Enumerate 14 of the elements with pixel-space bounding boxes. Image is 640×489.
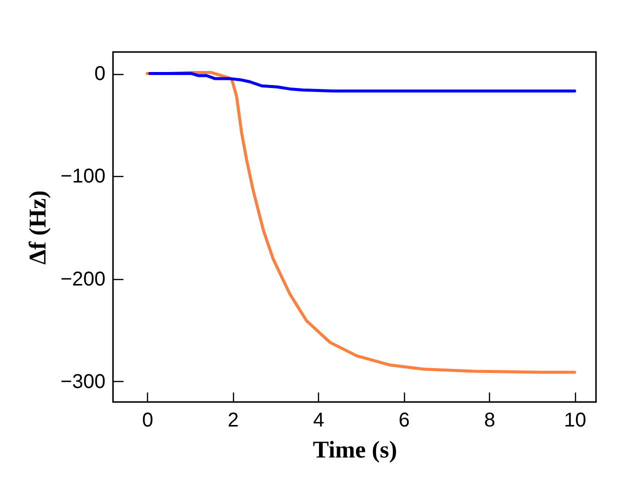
x-tick-label: 0: [142, 410, 154, 432]
x-tick-label: 6: [398, 410, 410, 432]
line-series: [146, 71, 576, 374]
y-axis-title: Δf (Hz): [25, 190, 52, 265]
x-tick-label: 2: [228, 410, 239, 432]
y-tick-label: 0: [94, 63, 106, 86]
x-tick-label: 4: [313, 410, 324, 432]
line-series: [148, 72, 576, 93]
x-tick-label: 8: [484, 410, 496, 432]
y-tick-label: −200: [60, 268, 106, 290]
x-tick-label: 10: [564, 410, 586, 432]
y-tick-label: −100: [60, 166, 106, 188]
y-tick-label: −300: [60, 370, 106, 393]
x-axis-title: Time (s): [312, 438, 398, 464]
